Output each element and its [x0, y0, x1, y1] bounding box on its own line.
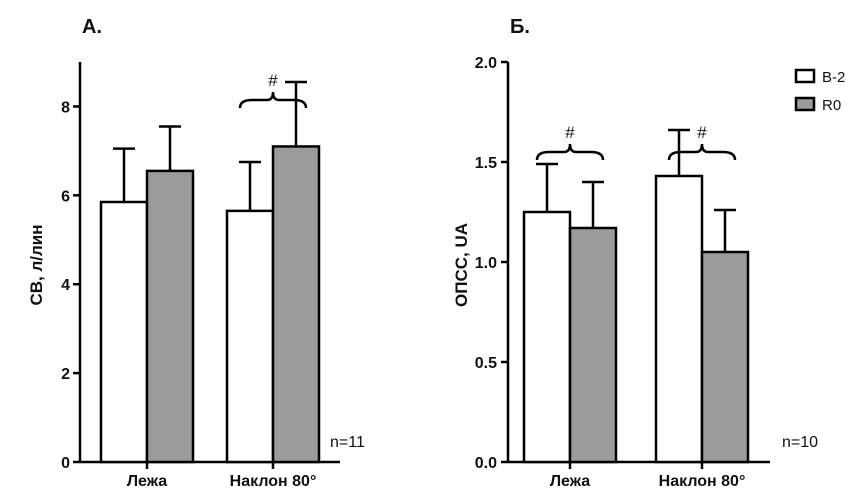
legend-swatch-B-2 — [794, 68, 816, 84]
y-tick-label: 1.0 — [475, 255, 497, 272]
bar-R0-1 — [700, 250, 750, 464]
significance-mark: # — [697, 123, 707, 142]
chart-panel-0: А. СВ, л/лин 0 2 4 6 8 Лежа Наклон 80° # n=11 — [27, 16, 365, 490]
y-tick-label: 6 — [61, 188, 70, 205]
sample-size-label: n=11 — [330, 434, 365, 451]
significance-mark: # — [268, 71, 278, 90]
legend-swatch-R0 — [794, 96, 816, 112]
significance-brace — [667, 143, 737, 161]
bar-R0-0 — [568, 226, 618, 464]
x-tick-label: Наклон 80° — [230, 473, 317, 490]
sample-size-label: n=10 — [782, 434, 818, 451]
y-axis-title: СВ, л/лин — [27, 224, 46, 305]
y-tick-label: 0.5 — [475, 355, 497, 372]
bar-B-2-0 — [522, 210, 572, 464]
y-tick-label: 4 — [61, 277, 70, 294]
legend-label-R0: R0 — [822, 97, 841, 114]
panel-label: А. — [82, 16, 102, 38]
chart-panel-1: Б. ОПСС, UA 0.0 0.5 1.0 1.5 2.0 Лежа Наклон 80° #… — [452, 16, 818, 490]
legend-label-B-2: B-2 — [822, 69, 845, 86]
y-tick-label: 2.0 — [475, 55, 497, 72]
y-tick-label: 1.5 — [475, 155, 497, 172]
significance-brace — [238, 91, 308, 109]
bar-B-2-0 — [99, 200, 149, 464]
significance-mark: # — [565, 123, 575, 142]
x-tick-label: Наклон 80° — [659, 473, 746, 490]
bar-B-2-1 — [225, 209, 275, 464]
bar-R0-0 — [145, 169, 195, 464]
panel-label: Б. — [510, 16, 530, 38]
significance-brace — [535, 143, 605, 161]
x-tick-label: Лежа — [127, 473, 167, 490]
y-tick-label: 2 — [61, 366, 70, 383]
y-tick-label: 0.0 — [475, 455, 497, 472]
x-tick-label: Лежа — [550, 473, 590, 490]
y-axis-title: ОПСС, UA — [452, 223, 471, 307]
bar-R0-1 — [271, 145, 321, 464]
legend: B-2 R0 — [794, 68, 845, 114]
y-tick-label: 8 — [61, 99, 70, 116]
bar-B-2-1 — [654, 174, 704, 464]
y-tick-label: 0 — [61, 455, 70, 472]
